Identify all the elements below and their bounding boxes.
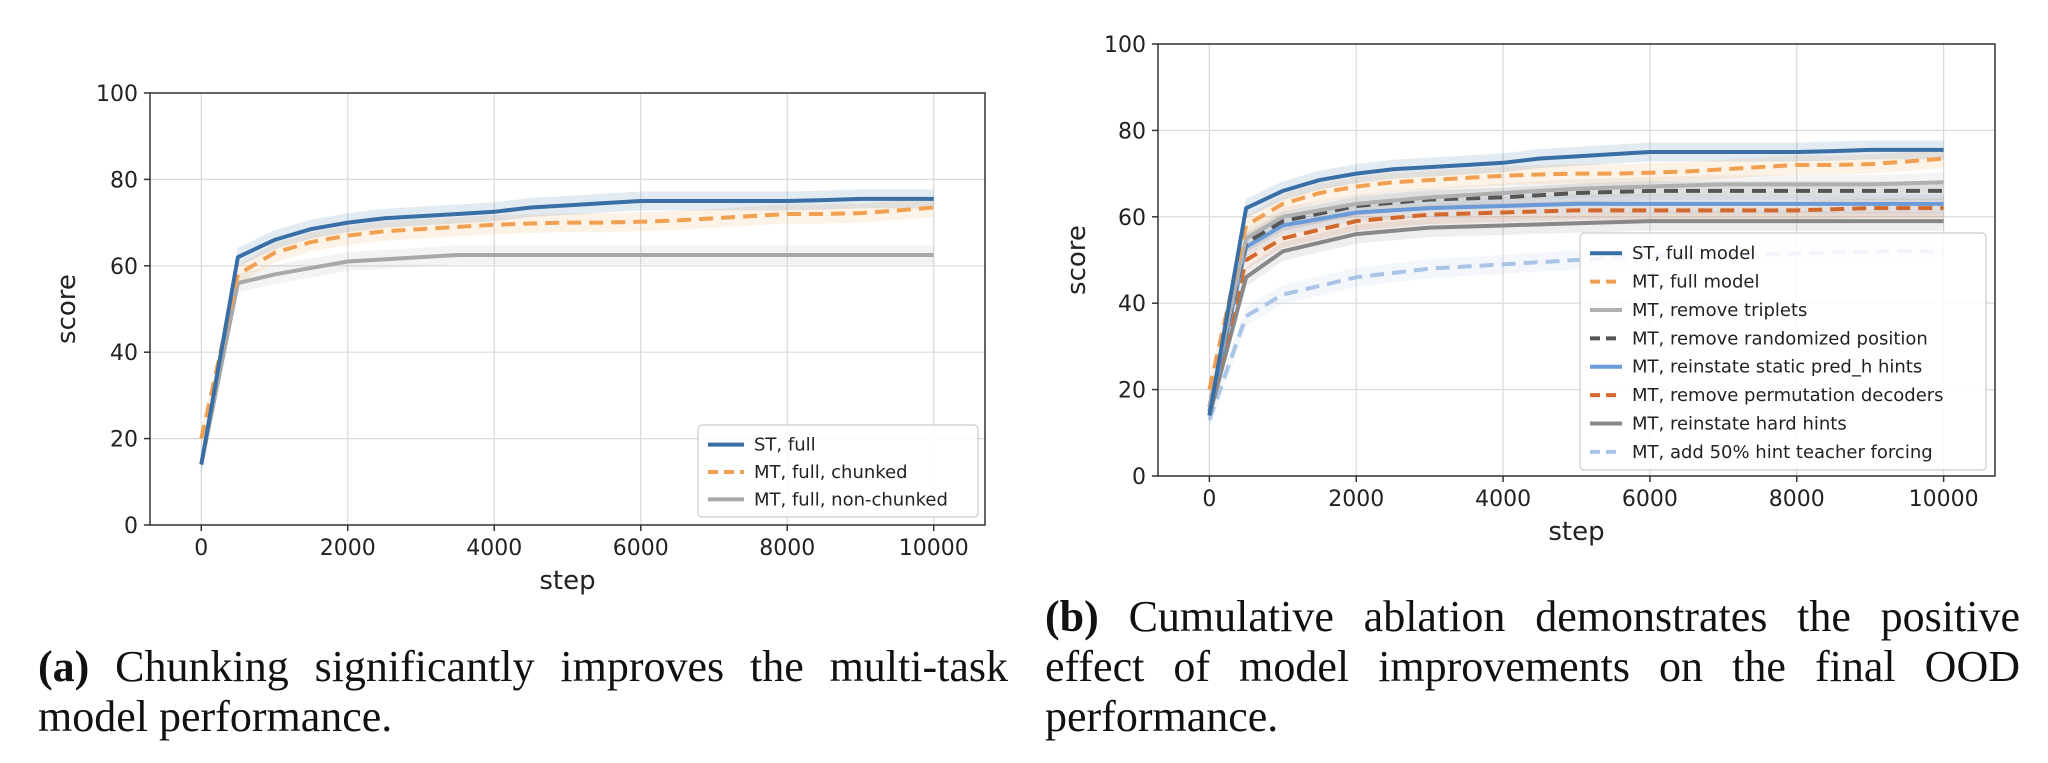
series-line <box>1207 219 1944 417</box>
legend-label: MT, reinstate hard hints <box>1632 413 1847 434</box>
legend-label: MT, full, non-chunked <box>754 489 948 510</box>
legend-label: ST, full model <box>1632 243 1755 264</box>
y-axis-label: score <box>52 274 82 344</box>
legend-label: MT, full model <box>1632 272 1760 293</box>
legend-label: MT, remove permutation decoders <box>1632 385 1944 406</box>
series-line <box>1207 180 1944 408</box>
series-line <box>1207 156 1944 391</box>
y-tick-label: 100 <box>1104 33 1146 58</box>
series-line <box>199 253 934 465</box>
y-tick-label: 20 <box>110 428 138 453</box>
x-tick-label: 0 <box>194 536 208 561</box>
series-line <box>199 196 934 465</box>
legend-label: MT, remove randomized position <box>1632 328 1928 349</box>
x-tick-label: 10000 <box>899 536 969 561</box>
series-line <box>1207 188 1944 408</box>
x-tick-label: 0 <box>1202 487 1216 512</box>
x-tick-label: 2000 <box>1328 487 1384 512</box>
caption-b: (b) Cumulative ablation demonstrates the… <box>1045 592 2020 742</box>
series-line <box>1207 206 1944 412</box>
x-axis-label: step <box>1548 517 1604 547</box>
legend-label: MT, add 50% hint teacher forcing <box>1632 442 1933 463</box>
y-tick-label: 80 <box>1118 119 1146 144</box>
series-line <box>199 205 934 440</box>
y-tick-label: 0 <box>1132 465 1146 490</box>
series-line <box>1207 249 1944 421</box>
x-tick-label: 10000 <box>1909 487 1979 512</box>
plot-frame <box>149 92 986 526</box>
x-tick-label: 4000 <box>1475 487 1531 512</box>
y-tick-label: 100 <box>96 82 138 107</box>
y-axis-label: score <box>1062 225 1092 295</box>
y-tick-label: 80 <box>110 168 138 193</box>
chart-b: 0 2000 4000 6000 8000 10000 0 20 40 60 80 100 step sc… <box>1062 33 1996 547</box>
caption-a-text: Chunking significantly improves the mult… <box>38 642 1008 741</box>
legend-label: ST, full <box>754 435 816 456</box>
y-tick-label: 40 <box>1118 292 1146 317</box>
x-axis-label: step <box>539 566 595 596</box>
legend-label: MT, reinstate static pred_h hints <box>1632 357 1922 378</box>
x-tick-label: 6000 <box>613 536 669 561</box>
y-tick-label: 0 <box>124 514 138 539</box>
x-tick-label: 4000 <box>466 536 522 561</box>
legend-box <box>697 424 979 518</box>
chart-a: 0 2000 4000 6000 8000 10000 0 20 40 60 80 100 step sc… <box>52 82 986 596</box>
x-tick-label: 6000 <box>1622 487 1678 512</box>
legend-box <box>1579 232 1987 471</box>
caption-b-label: (b) <box>1045 592 1099 641</box>
caption-a: (a) Chunking significantly improves the … <box>38 642 1008 742</box>
x-tick-label: 2000 <box>320 536 376 561</box>
y-tick-label: 60 <box>1118 206 1146 231</box>
caption-b-text: Cumulative ablation demonstrates the pos… <box>1045 592 2021 741</box>
legend-label: MT, remove triplets <box>1632 300 1807 321</box>
caption-a-label: (a) <box>38 642 90 691</box>
series-band <box>201 245 934 475</box>
y-tick-label: 20 <box>1118 379 1146 404</box>
legend-label: MT, full, chunked <box>754 462 908 483</box>
x-tick-label: 8000 <box>759 536 815 561</box>
series-line <box>1207 201 1944 412</box>
series-line <box>1207 147 1944 416</box>
plot-frame <box>1157 43 1996 477</box>
x-tick-label: 8000 <box>1769 487 1825 512</box>
y-tick-label: 60 <box>110 255 138 280</box>
y-tick-label: 40 <box>110 341 138 366</box>
